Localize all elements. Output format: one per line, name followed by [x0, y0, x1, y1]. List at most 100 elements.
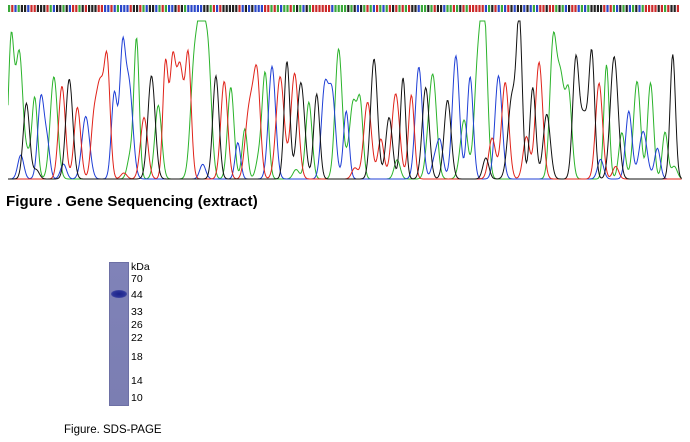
base-call-glyph — [200, 5, 203, 12]
base-call-glyph — [504, 5, 507, 12]
base-call-glyph — [228, 5, 231, 12]
base-call-glyph — [600, 5, 603, 12]
base-call-glyph — [43, 5, 46, 12]
base-call-glyph — [584, 5, 587, 12]
base-call-glyph — [513, 5, 516, 12]
base-call-glyph — [180, 5, 183, 12]
base-call-glyph — [254, 5, 257, 12]
base-call-glyph — [24, 5, 27, 12]
base-call-glyph — [539, 5, 542, 12]
base-call-glyph — [164, 5, 167, 12]
base-call-glyph — [190, 5, 193, 12]
base-call-glyph — [40, 5, 43, 12]
base-call-glyph — [331, 5, 334, 12]
base-call-glyph — [187, 5, 190, 12]
base-call-glyph — [257, 5, 260, 12]
base-call-glyph — [273, 5, 276, 12]
base-call-glyph — [616, 5, 619, 12]
base-call-glyph — [436, 5, 439, 12]
base-call-glyph — [363, 5, 366, 12]
base-call-glyph — [334, 5, 337, 12]
protein-band — [111, 290, 127, 298]
base-call-glyph — [232, 5, 235, 12]
base-call-glyph — [276, 5, 279, 12]
base-call-glyph — [385, 5, 388, 12]
base-call-glyph — [641, 5, 644, 12]
base-call-glyph — [251, 5, 254, 12]
base-call-glyph — [379, 5, 382, 12]
base-call-glyph — [593, 5, 596, 12]
base-call-glyph — [49, 5, 52, 12]
base-call-glyph — [664, 5, 667, 12]
base-call-glyph — [8, 5, 11, 12]
base-call-glyph — [292, 5, 295, 12]
base-call-glyph — [97, 5, 100, 12]
base-call-glyph — [139, 5, 142, 12]
base-call-glyph — [219, 5, 222, 12]
base-call-glyph — [529, 5, 532, 12]
chromatogram-traces — [8, 20, 682, 180]
base-call-glyph — [286, 5, 289, 12]
base-call-glyph — [88, 5, 91, 12]
base-call-glyph — [542, 5, 545, 12]
base-call-glyph — [225, 5, 228, 12]
base-call-glyph — [507, 5, 510, 12]
base-call-glyph — [244, 5, 247, 12]
base-call-glyph — [344, 5, 347, 12]
base-call-glyph — [673, 5, 676, 12]
base-call-glyph — [369, 5, 372, 12]
base-call-glyph — [433, 5, 436, 12]
base-call-glyph — [564, 5, 567, 12]
base-call-glyph — [376, 5, 379, 12]
base-call-glyph — [193, 5, 196, 12]
base-call-glyph — [443, 5, 446, 12]
base-call-glyph — [328, 5, 331, 12]
base-call-glyph — [552, 5, 555, 12]
base-call-glyph — [414, 5, 417, 12]
sequencing-chromatogram — [8, 16, 682, 186]
base-call-glyph — [532, 5, 535, 12]
base-call-glyph — [488, 5, 491, 12]
base-call-glyph — [635, 5, 638, 12]
base-call-glyph — [545, 5, 548, 12]
base-call-glyph — [382, 5, 385, 12]
base-call-glyph — [558, 5, 561, 12]
sequencing-figure-caption: Figure . Gene Sequencing (extract) — [6, 193, 258, 210]
base-call-glyph — [667, 5, 670, 12]
base-call-glyph — [430, 5, 433, 12]
base-call-strip — [8, 4, 682, 14]
base-call-glyph — [571, 5, 574, 12]
base-call-glyph — [340, 5, 343, 12]
base-call-glyph — [619, 5, 622, 12]
base-call-glyph — [353, 5, 356, 12]
base-call-glyph — [449, 5, 452, 12]
base-call-glyph — [296, 5, 299, 12]
base-call-glyph — [632, 5, 635, 12]
base-call-glyph — [264, 5, 267, 12]
base-call-glyph — [100, 5, 103, 12]
base-call-glyph — [654, 5, 657, 12]
base-call-glyph — [404, 5, 407, 12]
base-call-glyph — [494, 5, 497, 12]
sds-page-gel: kDa 70 44 33 26 22 18 14 10 — [108, 262, 168, 408]
base-call-glyph — [216, 5, 219, 12]
base-call-glyph — [324, 5, 327, 12]
kda-unit-label: kDa — [131, 261, 150, 273]
base-call-glyph — [481, 5, 484, 12]
base-call-glyph — [56, 5, 59, 12]
base-call-glyph — [65, 5, 68, 12]
base-call-glyph — [417, 5, 420, 12]
base-call-glyph — [84, 5, 87, 12]
base-call-letters — [8, 5, 679, 12]
base-call-glyph — [475, 5, 478, 12]
base-call-glyph — [491, 5, 494, 12]
trace-g — [8, 20, 682, 180]
base-call-glyph — [484, 5, 487, 12]
base-call-glyph — [46, 5, 49, 12]
base-call-glyph — [318, 5, 321, 12]
base-call-glyph — [574, 5, 577, 12]
base-call-glyph — [660, 5, 663, 12]
base-call-glyph — [68, 5, 71, 12]
base-call-glyph — [676, 5, 679, 12]
base-call-glyph — [388, 5, 391, 12]
